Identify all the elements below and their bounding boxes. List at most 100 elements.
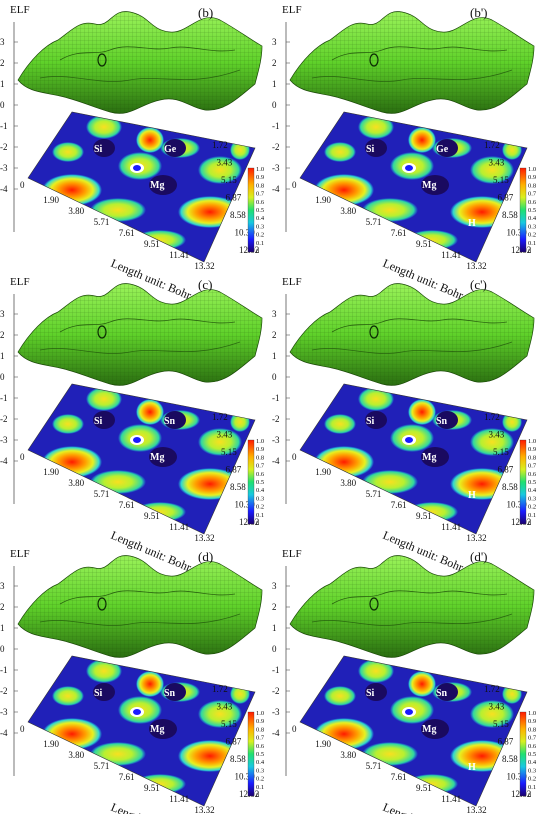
colorbar-tick: 0.7 (528, 191, 537, 198)
colorbar-tick: 0.8 (256, 726, 264, 733)
colorbar-tick: 0.1 (528, 240, 536, 247)
x-tick: 0 (292, 724, 297, 734)
z-axis-label: ELF (282, 4, 302, 16)
x-tick: 5.71 (366, 761, 382, 771)
x-tick: 11.41 (441, 522, 461, 532)
z-tick: -2 (0, 142, 8, 152)
z-tick: -4 (272, 456, 280, 466)
atom-label: Mg (422, 452, 436, 463)
colorbar-tick: 0.9 (528, 718, 536, 725)
x-tick: 13.32 (194, 261, 214, 271)
atom-label: Ge (436, 144, 449, 155)
panel-label: (d') (470, 549, 488, 564)
y-tick: 5.15 (493, 447, 509, 457)
x-tick: 7.61 (119, 772, 135, 782)
y-tick: 8.58 (502, 754, 518, 764)
x-tick: 0 (292, 452, 297, 462)
colorbar-tick: 0.3 (256, 495, 264, 502)
y-tick: 6.87 (226, 737, 242, 747)
y-tick: 10.30 (507, 772, 528, 782)
elf-plot-b: ELF 3 2 1 0 -1 -2 -3 -4 Si Ge Mg (b) 0 1.90 3.80 5.71 7.6… (0, 4, 265, 302)
z-tick: -1 (272, 121, 280, 131)
z-tick: 2 (272, 330, 277, 340)
y-tick: 1.72 (212, 412, 228, 422)
colorbar-tick: 0.5 (256, 479, 264, 486)
colorbar (519, 167, 527, 253)
x-tick: 5.71 (94, 761, 110, 771)
colorbar-tick: 1.0 (528, 438, 536, 445)
z-tick: 3 (0, 581, 5, 591)
elf-panel-c2: ELF 3 2 1 0 -1 -2 -3 -4 Si Sn Mg H (c') 0 1.90 3.80 5.71 7… (272, 272, 542, 574)
y-tick: 10.30 (235, 772, 256, 782)
colorbar-tick: 0.5 (528, 207, 536, 214)
colorbar-tick: 0.6 (528, 743, 537, 750)
z-tick: 2 (272, 58, 277, 68)
colorbar-tick: 0.7 (528, 463, 537, 470)
y-tick: 3.43 (217, 158, 233, 168)
atom-label: Mg (422, 180, 436, 191)
x-tick: 9.51 (416, 239, 432, 249)
y-tick: 6.87 (498, 193, 514, 203)
y-tick: 5.15 (221, 719, 237, 729)
colorbar-tick: 1.0 (256, 438, 264, 445)
colorbar-tick: 0.2 (528, 232, 536, 239)
elf-plot-b2: ELF 3 2 1 0 -1 -2 -3 -4 Si Ge Mg H (b') 0 1.90 3.80 5.71 7… (272, 4, 537, 302)
z-tick: 0 (272, 100, 277, 110)
colorbar-tick: 0.1 (528, 512, 536, 519)
z-tick: -1 (272, 665, 280, 675)
atom-label: Ge (164, 144, 177, 155)
x-tick: 9.51 (144, 511, 160, 521)
x-tick: 0 (292, 180, 297, 190)
colorbar-tick: 0 (528, 520, 531, 527)
z-tick: -3 (0, 435, 8, 445)
x-tick: 13.32 (466, 805, 486, 814)
x-tick: 1.90 (315, 467, 331, 477)
z-tick: -4 (0, 456, 8, 466)
z-tick: -1 (272, 393, 280, 403)
colorbar-tick: 0.4 (528, 215, 537, 222)
colorbar-tick: 0.8 (256, 454, 264, 461)
colorbar-tick: 0.9 (528, 446, 536, 453)
atom-label: Sn (164, 416, 176, 427)
colorbar-tick: 0.7 (256, 463, 265, 470)
colorbar-tick: 0.6 (528, 199, 537, 206)
colorbar-tick: 0.8 (528, 182, 536, 189)
colorbar-tick: 0.1 (256, 512, 264, 519)
y-tick: 10.30 (507, 228, 528, 238)
colorbar-tick: 0 (528, 248, 531, 255)
z-tick: -3 (272, 707, 280, 717)
z-axis-label: ELF (10, 548, 30, 560)
z-tick: -3 (0, 707, 8, 717)
x-tick: 11.41 (441, 250, 461, 260)
elf-panel-d: ELF 3 2 1 0 -1 -2 -3 -4 Si Sn Mg (d) 0 1.90 3.80 5.71 7.6… (0, 544, 270, 814)
atom-label: H (468, 218, 476, 229)
z-tick: 2 (0, 330, 5, 340)
z-tick: -1 (0, 665, 8, 675)
y-tick: 8.58 (230, 482, 246, 492)
colorbar-tick: 0.2 (256, 232, 264, 239)
colorbar-tick: 0.9 (256, 446, 264, 453)
atom-label: Sn (436, 688, 448, 699)
atom-label: Mg (150, 180, 164, 191)
colorbar-tick: 0.4 (256, 215, 265, 222)
x-tick: 9.51 (416, 511, 432, 521)
atom-label: Mg (422, 724, 436, 735)
colorbar-tick: 0.3 (256, 767, 264, 774)
z-tick: -2 (272, 414, 280, 424)
colorbar-tick: 0.8 (528, 454, 536, 461)
y-tick: 10.30 (235, 500, 256, 510)
colorbar-tick: 0.5 (256, 751, 264, 758)
x-tick: 3.80 (340, 206, 356, 216)
z-tick: 1 (272, 79, 277, 89)
colorbar-tick: 0.6 (528, 471, 537, 478)
colorbar-tick: 0.2 (256, 776, 264, 783)
colorbar-tick: 0.5 (256, 207, 264, 214)
x-tick: 1.90 (43, 195, 59, 205)
y-tick: 5.15 (493, 719, 509, 729)
colorbar-tick: 0.5 (528, 479, 536, 486)
y-tick: 5.15 (221, 175, 237, 185)
colorbar-tick: 0 (256, 248, 259, 255)
colorbar (519, 439, 527, 525)
z-tick: -3 (272, 163, 280, 173)
y-tick: 5.15 (221, 447, 237, 457)
